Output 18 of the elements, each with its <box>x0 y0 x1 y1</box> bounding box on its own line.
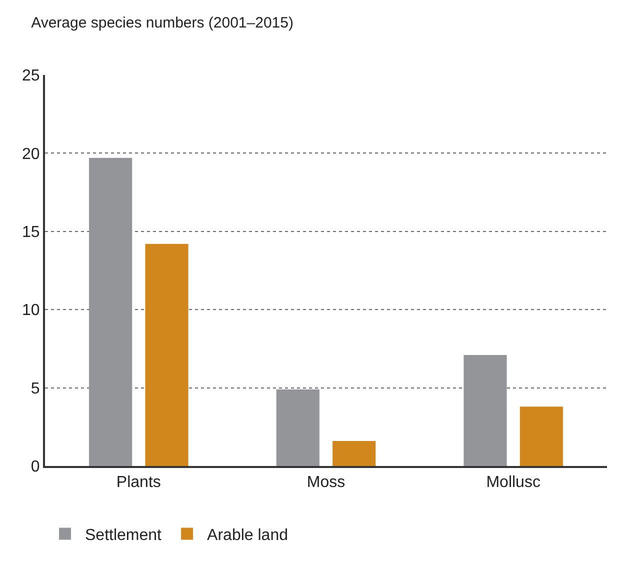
bar <box>89 158 132 466</box>
y-tick-label: 25 <box>22 68 40 85</box>
x-tick-label: Moss <box>306 474 346 492</box>
bar <box>145 244 188 466</box>
x-tick-label: Mollusc <box>486 474 540 492</box>
x-tick-label: Plants <box>116 474 161 492</box>
legend-label: Arable land <box>207 526 288 544</box>
bar <box>332 440 376 466</box>
y-tick-label: 20 <box>22 146 40 163</box>
y-tick-label: 10 <box>22 302 40 320</box>
y-tick-label: 5 <box>30 380 40 398</box>
y-tick-label: 0 <box>30 458 40 476</box>
bar <box>276 389 320 466</box>
bar <box>464 354 507 466</box>
chart-title: Average species numbers (2001–2015) <box>31 14 294 32</box>
bar <box>520 406 563 466</box>
legend-label: Settlement <box>85 526 162 544</box>
y-tick-label: 15 <box>22 224 40 241</box>
